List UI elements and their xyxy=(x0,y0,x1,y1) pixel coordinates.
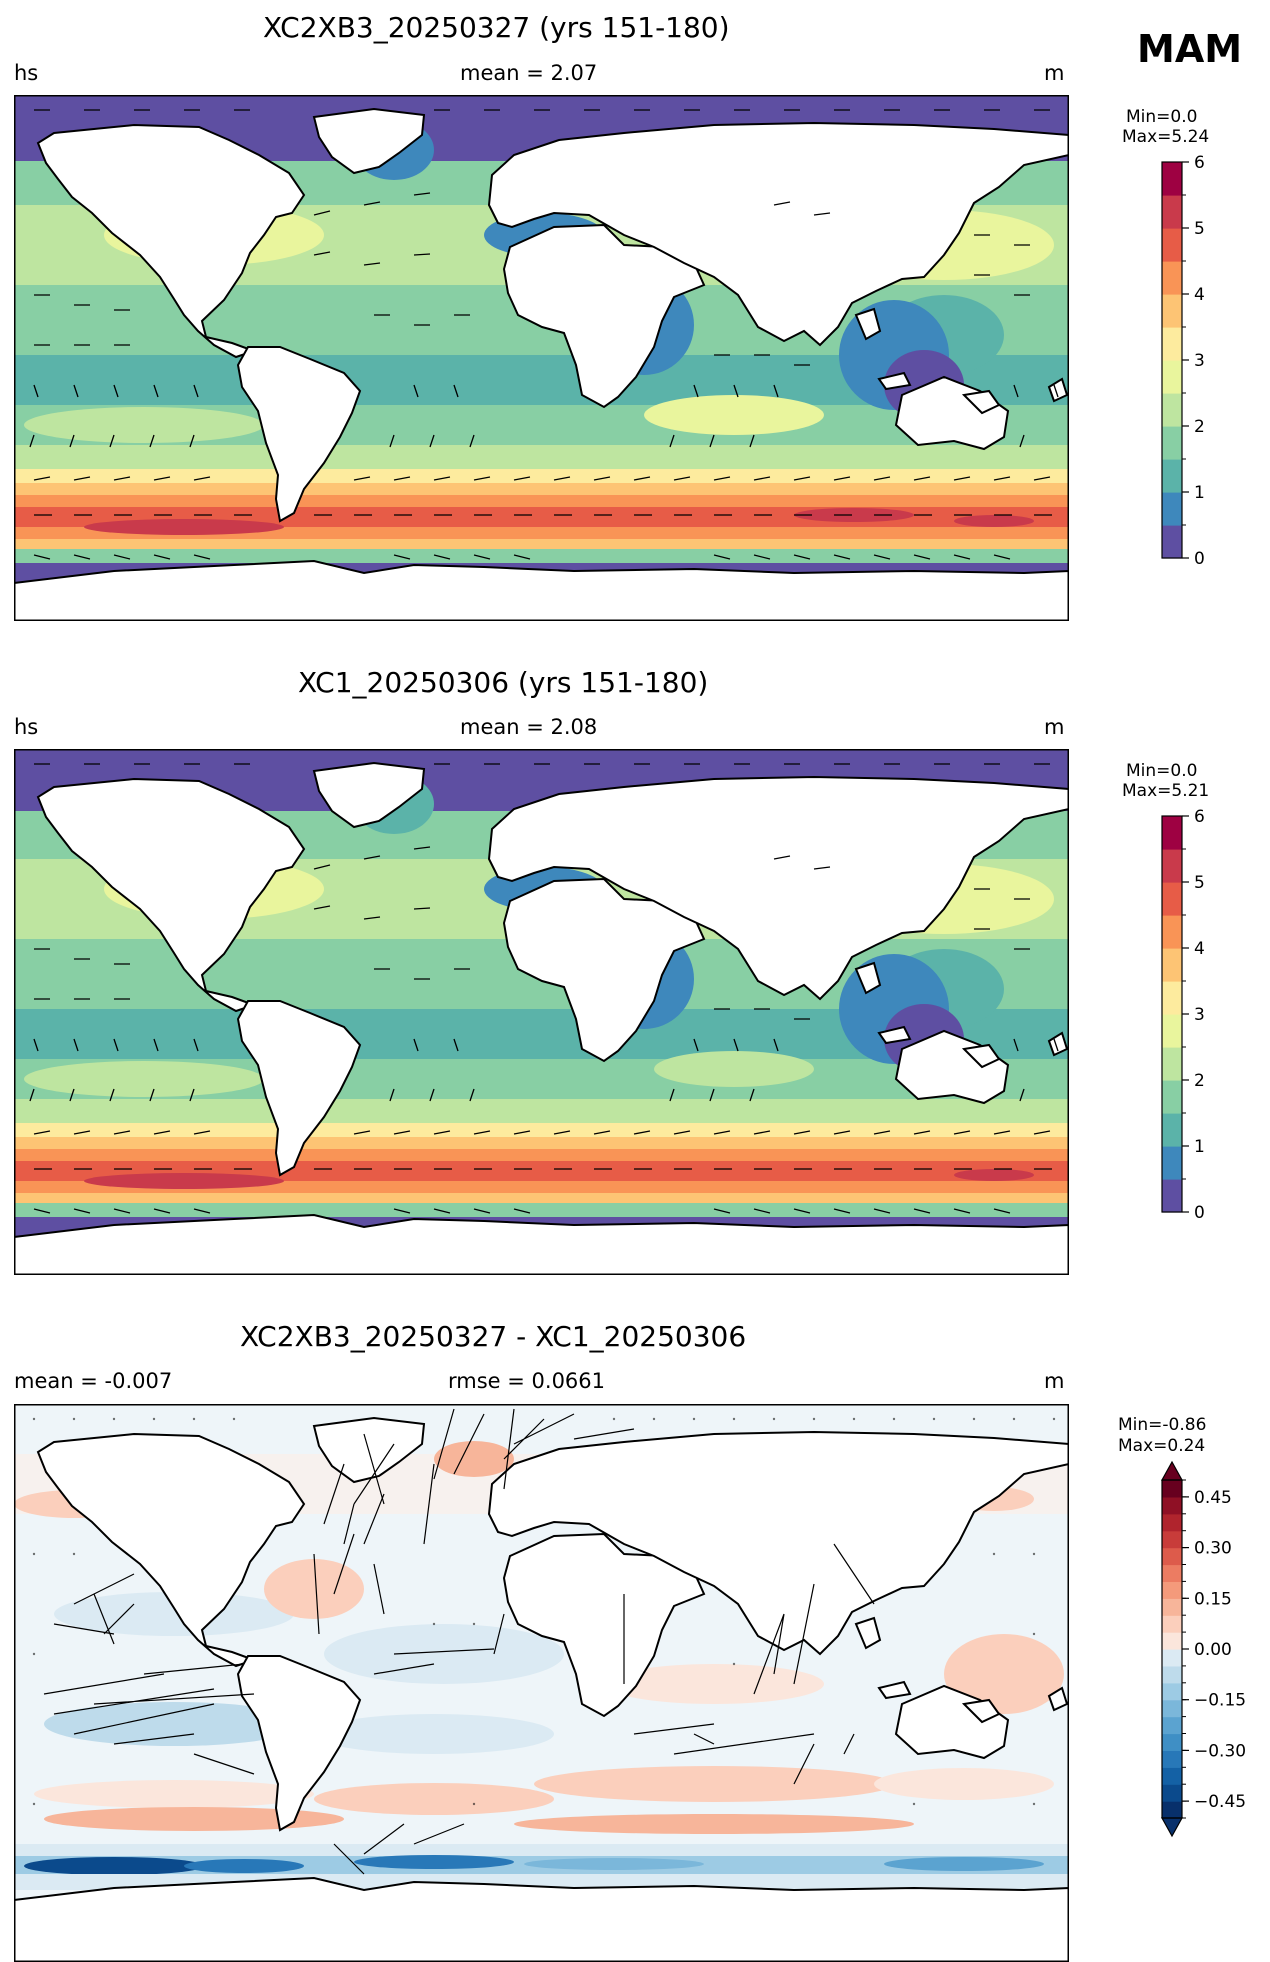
colorbar-level xyxy=(1162,1615,1182,1633)
colorbar-level xyxy=(1162,492,1182,526)
panel-2-mean-label: mean = 2.08 xyxy=(460,715,598,739)
panel-3-min-label: Min=-0.86 xyxy=(1118,1415,1207,1435)
colorbar-level xyxy=(1162,1716,1182,1735)
panel-1-title: XC2XB3_20250327 (yrs 151-180) xyxy=(263,11,730,44)
panel-1-max-label: Max=5.24 xyxy=(1122,127,1210,147)
colorbar-tick-label: 3 xyxy=(1194,351,1205,371)
colorbar-level xyxy=(1162,1179,1182,1213)
colorbar-level xyxy=(1162,1047,1182,1081)
panel-1-left-label: hs xyxy=(14,61,39,85)
colorbar-tick-label: 4 xyxy=(1194,939,1205,959)
colorbar-tick-label: −0.15 xyxy=(1194,1691,1246,1711)
panel-1-colorbar-fill xyxy=(1161,161,1183,559)
colorbar-level xyxy=(1162,981,1182,1015)
panel-3-colorbar-fill xyxy=(1160,1460,1184,1838)
colorbar-level xyxy=(1162,1581,1182,1599)
colorbar-level xyxy=(1162,228,1182,262)
colorbar-level xyxy=(1162,393,1182,427)
colorbar-level xyxy=(1162,1699,1182,1718)
colorbar-level xyxy=(1162,1733,1182,1751)
colorbar-level xyxy=(1162,261,1182,295)
colorbar-level xyxy=(1162,1547,1182,1566)
panel-3-map xyxy=(14,1404,1069,1962)
colorbar-tick-label: 2 xyxy=(1194,1071,1205,1091)
colorbar-tick-label: 1 xyxy=(1194,1137,1205,1157)
panel-2-title: XC1_20250306 (yrs 151-180) xyxy=(298,666,709,699)
colorbar-level xyxy=(1162,1146,1182,1180)
colorbar-tick-label: 3 xyxy=(1194,1005,1205,1025)
colorbar-level xyxy=(1162,1496,1182,1515)
panel-2-min-label: Min=0.0 xyxy=(1126,761,1198,781)
colorbar-level xyxy=(1162,1784,1182,1802)
colorbar-level xyxy=(1162,1598,1182,1616)
colorbar-level xyxy=(1162,1014,1182,1048)
panel-1-map xyxy=(14,95,1069,621)
panel-3-mean-label: mean = -0.007 xyxy=(14,1369,173,1393)
colorbar-tick-label: 0.15 xyxy=(1194,1589,1232,1609)
panel-2-max-label: Max=5.21 xyxy=(1122,781,1210,801)
colorbar-level xyxy=(1162,195,1182,229)
colorbar-tick-label: 0 xyxy=(1194,1203,1205,1223)
colorbar-tick-label: 6 xyxy=(1194,153,1205,173)
colorbar-level xyxy=(1162,915,1182,949)
panel-3-unit-label: m xyxy=(1044,1369,1065,1393)
colorbar-level xyxy=(1162,459,1182,493)
panel-1-colorbar-ticks: 0 1 2 3 4 5 6 xyxy=(1182,153,1205,569)
panel-2-colorbar-ticks: 0 1 2 3 4 5 6 xyxy=(1182,807,1205,1223)
colorbar-level xyxy=(1162,426,1182,460)
panel-1-min-label: Min=0.0 xyxy=(1126,107,1198,127)
panel-3-title: XC2XB3_20250327 - XC1_20250306 xyxy=(240,1320,747,1353)
panel-2-colorbar-fill xyxy=(1161,815,1183,1213)
colorbar-level xyxy=(1162,1530,1182,1549)
colorbar-level xyxy=(1162,1513,1182,1532)
colorbar-level xyxy=(1162,1632,1182,1650)
colorbar-tick-label: 5 xyxy=(1194,873,1205,893)
colorbar-tick-label: 1 xyxy=(1194,483,1205,503)
colorbar-level xyxy=(1162,525,1182,559)
colorbar-tick-label: 0.45 xyxy=(1194,1488,1232,1508)
colorbar-level xyxy=(1162,1665,1182,1684)
colorbar-extend-min xyxy=(1160,1817,1184,1838)
panel-1-mean-label: mean = 2.07 xyxy=(460,61,598,85)
panel-3-rmse-label: rmse = 0.0661 xyxy=(448,1369,606,1393)
colorbar-level xyxy=(1162,816,1182,850)
colorbar-level xyxy=(1162,1113,1182,1147)
colorbar-level xyxy=(1162,1564,1182,1582)
panel-2-map xyxy=(14,749,1069,1275)
colorbar-level xyxy=(1162,948,1182,982)
panel-2-left-label: hs xyxy=(14,715,39,739)
colorbar-level xyxy=(1162,1682,1182,1701)
colorbar-level xyxy=(1162,1480,1182,1498)
panel-1-unit-label: m xyxy=(1044,61,1065,85)
colorbar-tick-label: 0 xyxy=(1194,549,1205,569)
panel-2-unit-label: m xyxy=(1044,715,1065,739)
colorbar-tick-label: 0.00 xyxy=(1194,1640,1232,1660)
colorbar-level xyxy=(1162,1649,1182,1667)
colorbar-level xyxy=(1162,1080,1182,1114)
colorbar-extend-max xyxy=(1160,1460,1184,1481)
colorbar-tick-label: 6 xyxy=(1194,807,1205,827)
colorbar-tick-label: −0.45 xyxy=(1194,1792,1246,1812)
panel-3-colorbar: −0.45 −0.30 −0.15 0.00 0.15 0.30 0.45 xyxy=(1160,1460,1246,1838)
colorbar-level xyxy=(1162,849,1182,883)
colorbar-level xyxy=(1162,294,1182,328)
colorbar-tick-label: 4 xyxy=(1194,285,1205,305)
colorbar-level xyxy=(1162,327,1182,361)
season-label: MAM xyxy=(1137,27,1243,71)
panel-2-colorbar: 0 1 2 3 4 5 6 xyxy=(1161,807,1205,1223)
colorbar-level xyxy=(1162,1801,1182,1819)
colorbar-tick-label: 0.30 xyxy=(1194,1539,1232,1559)
colorbar-tick-label: 2 xyxy=(1194,417,1205,437)
colorbar-level xyxy=(1162,882,1182,916)
colorbar-level xyxy=(1162,1767,1182,1785)
colorbar-tick-label: 5 xyxy=(1194,219,1205,239)
panel-3-colorbar-ticks: −0.45 −0.30 −0.15 0.00 0.15 0.30 0.45 xyxy=(1182,1479,1246,1819)
panel-1-colorbar: 0 1 2 3 4 5 6 xyxy=(1161,153,1205,569)
colorbar-level xyxy=(1162,1750,1182,1768)
colorbar-level xyxy=(1162,360,1182,394)
colorbar-tick-label: −0.30 xyxy=(1194,1741,1246,1761)
colorbar-level xyxy=(1162,162,1182,196)
panel-3-max-label: Max=0.24 xyxy=(1118,1436,1206,1456)
